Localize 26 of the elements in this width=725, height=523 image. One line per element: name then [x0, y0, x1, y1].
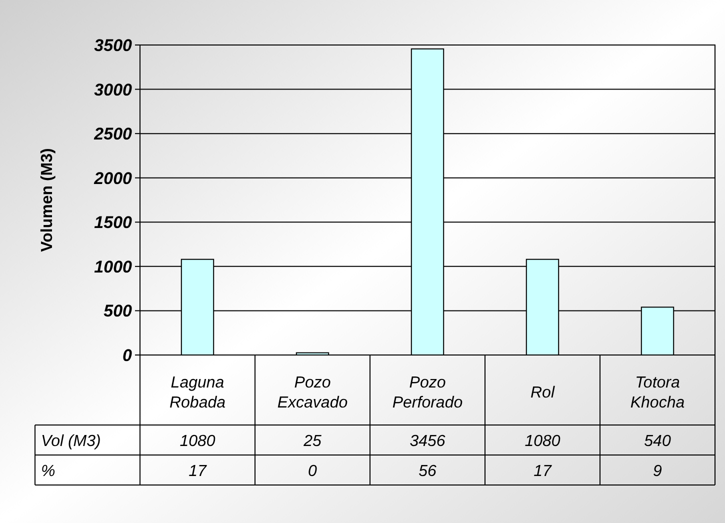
- y-tick-label: 3000: [94, 80, 133, 100]
- x-tick-label: Rol: [530, 384, 555, 402]
- text: 0: [308, 463, 318, 480]
- text: 17: [188, 463, 208, 480]
- data-label: 3456: [410, 433, 446, 450]
- data-label: 25: [302, 433, 322, 450]
- text: %: [41, 463, 56, 480]
- text: 9: [653, 463, 662, 480]
- y-tick-label: 0: [122, 346, 133, 365]
- x-tick-label: Pozo Perforado: [392, 374, 463, 412]
- text: 56: [418, 463, 436, 480]
- y-tick-label: 3500: [94, 36, 133, 55]
- y-tick-label: 500: [104, 302, 133, 321]
- y-tick-label: 2500: [93, 124, 133, 144]
- text: Vol (M3): [41, 433, 101, 450]
- y-tick-label: 1500: [94, 213, 133, 232]
- y-tick-label: 1000: [94, 257, 133, 276]
- data-label: 1080: [180, 433, 216, 450]
- y-axis-title: Volumen (M3): [39, 148, 56, 252]
- data-label: 540: [644, 433, 671, 450]
- x-tick-label: Laguna Robada: [169, 374, 226, 412]
- x-tick-label: Pozo Excavado: [277, 374, 348, 412]
- data-label: 1080: [524, 433, 560, 450]
- y-tick-label: 2000: [93, 168, 133, 188]
- text: 17: [534, 463, 552, 480]
- x-tick-label: Totora Khocha: [630, 374, 685, 412]
